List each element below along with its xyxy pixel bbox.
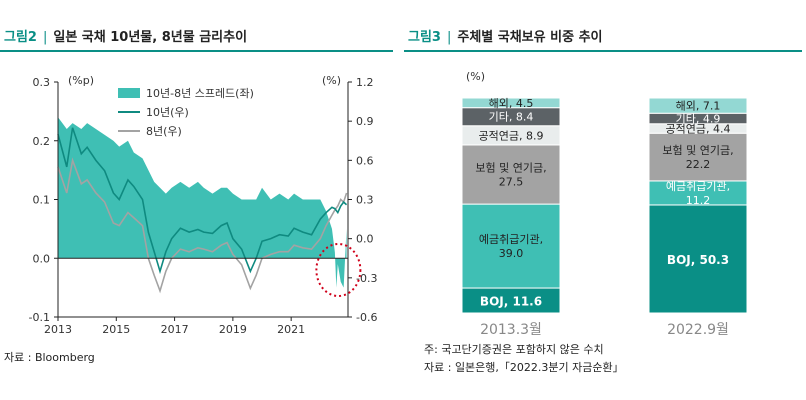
bar-y-unit: (%): [466, 70, 485, 83]
bar-segment: [461, 144, 561, 205]
x-tick-label: 2019: [219, 323, 247, 336]
x-tick-label: 2017: [161, 323, 189, 336]
right-tick-label: 0.6: [356, 154, 374, 167]
left-tick-label: 0.0: [33, 252, 51, 265]
bar-label-overseas: 해외, 4.5: [489, 96, 534, 110]
yield-line-chart: -0.1 0.0 0.1 0.2 0.3 -0.6 -0.3 0.0 0.3 0.6 0.9 1.2 2…: [29, 74, 378, 336]
right-figure: 그림3 | 주체별 국채보유 비중 추이 BOJ, 11.6 예금취급기관, 39.0 보…: [404, 0, 806, 400]
right-tick-label: -0.3: [356, 272, 377, 285]
left-chart-title: 일본 국채 10년물, 8년물 금리추이: [53, 30, 248, 45]
left-tick-label: 0.2: [33, 135, 51, 148]
bar-category-label: 2022.9월: [667, 322, 729, 338]
left-title-rule: [0, 50, 393, 52]
right-tick-label: 0.0: [356, 233, 374, 246]
right-axis-unit: (%): [322, 74, 341, 87]
bar-segment: [461, 97, 561, 109]
10y-yield-line: [57, 127, 348, 275]
bar-segment: [648, 132, 748, 182]
x-tick-label: 2021: [277, 323, 305, 336]
right-chart-title: 주체별 국채보유 비중 추이: [457, 30, 603, 45]
right-tick-label: -0.6: [356, 311, 377, 324]
right-tick-label: 1.2: [356, 76, 374, 89]
bar-label-insurance-name: 보험 및 연기금,: [475, 162, 546, 175]
left-tick-label: 0.1: [33, 194, 51, 207]
bar-label-insurance-value: 22.2: [686, 158, 711, 171]
bar-label-other: 기타, 4.9: [676, 113, 721, 126]
right-source: 자료 : 일본은행,「2022.3분기 자금순환」: [424, 361, 624, 374]
bar-label-overseas: 해외, 7.1: [676, 99, 721, 113]
bar-segment: [648, 97, 748, 114]
x-tick-label: 2013: [44, 323, 72, 336]
left-title-separator: |: [42, 30, 48, 45]
legend-label-10y: 10년(우): [146, 106, 189, 119]
left-source: 자료 : Bloomberg: [4, 351, 95, 364]
right-title-separator: |: [446, 30, 452, 45]
bar-label-deposit-name: 예금취급기관,: [666, 180, 730, 193]
8y-yield-line: [57, 157, 348, 294]
bar-label-public-pension: 공적연금, 4.4: [666, 122, 731, 135]
bar-label-insurance-name: 보험 및 연기금,: [662, 144, 733, 157]
right-note: 주: 국고단기증권은 포함하지 않은 수치: [424, 343, 604, 356]
right-title-rule: [404, 50, 802, 52]
bar-label-deposit-name: 예금취급기관,: [479, 233, 543, 246]
bar-segment: [461, 203, 561, 289]
x-tick-label: 2015: [102, 323, 130, 336]
legend-swatch-spread: [118, 88, 140, 98]
bar-label-deposit-value: 11.2: [686, 194, 711, 207]
left-axis-unit: (%p): [68, 74, 94, 87]
left-title-row: 그림2 | 일본 국채 10년물, 8년물 금리추이: [4, 26, 247, 45]
right-title-row: 그림3 | 주체별 국채보유 비중 추이: [408, 26, 603, 45]
left-figure: 그림2 | 일본 국채 10년물, 8년물 금리추이 -0.1 0.0 0.1 0.2 0.…: [0, 0, 395, 400]
highlight-circle: [315, 243, 362, 297]
bar-label-other: 기타, 8.4: [489, 111, 534, 124]
bar-segment: [648, 204, 748, 314]
bar-label-public-pension: 공적연금, 8.9: [479, 129, 544, 142]
spread-area: [58, 117, 347, 288]
left-tick-label: -0.1: [29, 311, 50, 324]
right-tick-label: 0.3: [356, 194, 374, 207]
bar-label-boj: BOJ, 50.3: [667, 253, 729, 267]
right-figure-number: 그림3: [408, 30, 441, 45]
bar-label-boj: BOJ, 11.6: [480, 295, 542, 309]
left-tick-label: 0.3: [33, 76, 51, 89]
bar-segment: [461, 287, 561, 314]
right-tick-label: 0.9: [356, 115, 374, 128]
legend-label-8y: 8년(우): [146, 125, 182, 138]
legend-label-spread: 10년-8년 스프레드(좌): [146, 87, 254, 100]
bar-label-insurance-value: 27.5: [499, 176, 524, 189]
left-figure-number: 그림2: [4, 30, 37, 45]
bar-label-deposit-value: 39.0: [499, 247, 524, 260]
bar-category-label: 2013.3월: [480, 322, 542, 338]
